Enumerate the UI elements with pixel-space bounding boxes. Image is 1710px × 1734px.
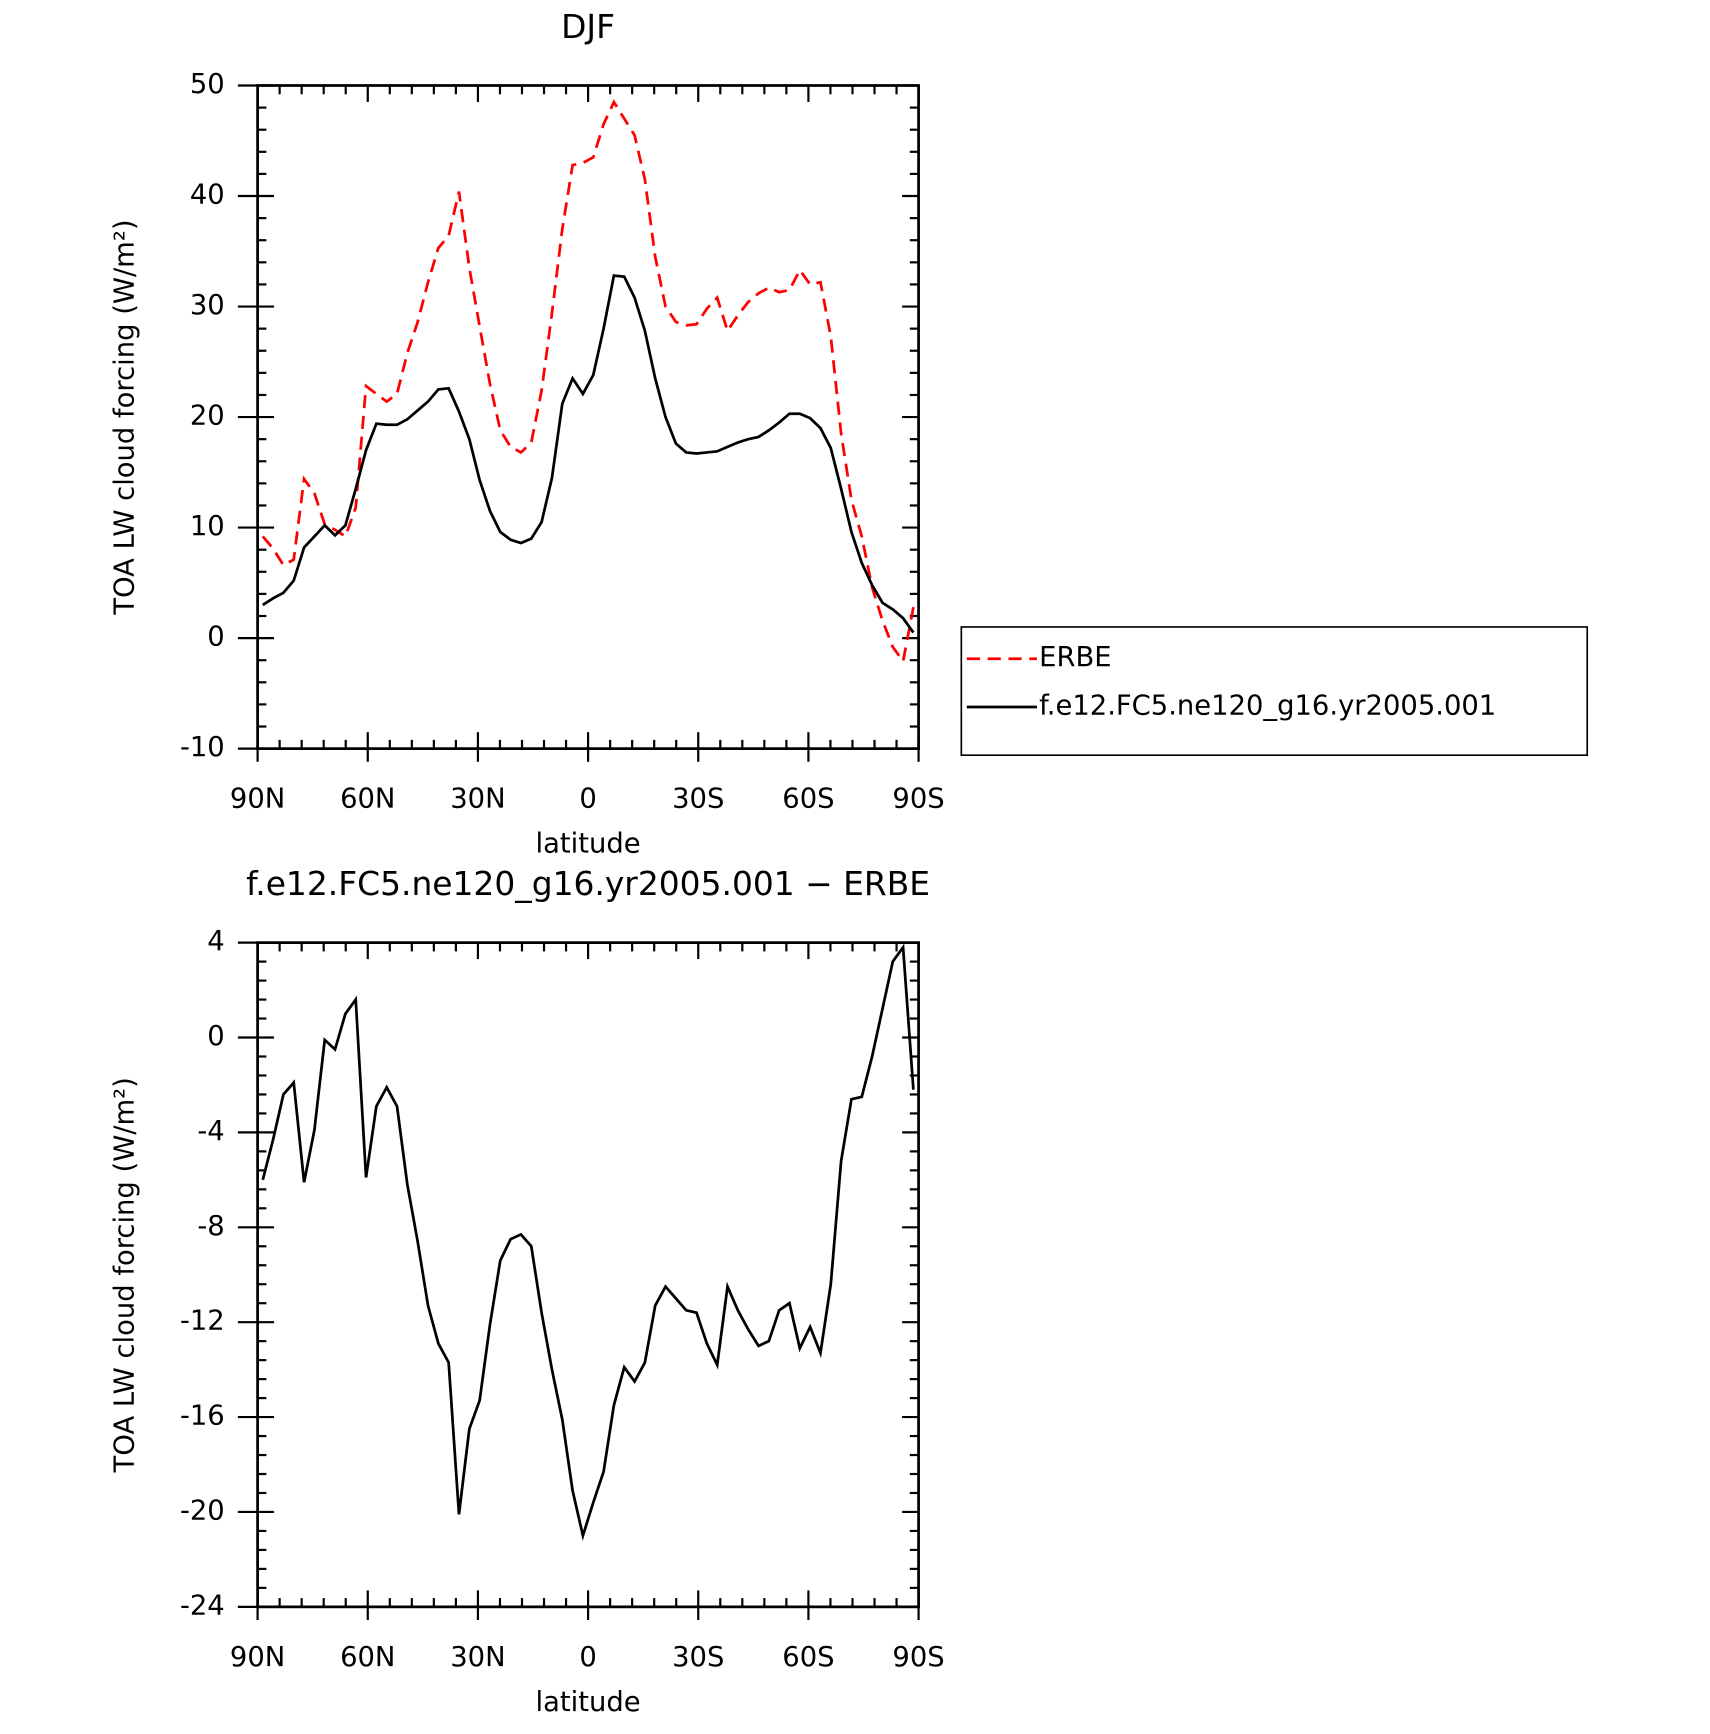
x-tick-label: 30N — [450, 1642, 505, 1673]
data-line — [261, 943, 915, 1541]
x-tick-label: 90S — [892, 1642, 944, 1673]
y-tick-label: 50 — [190, 69, 225, 100]
plot-frame — [256, 84, 920, 750]
y-tick-label: 4 — [207, 926, 224, 957]
y-tick-label: 0 — [207, 622, 224, 653]
y-tick-label: -16 — [180, 1401, 225, 1432]
x-tick-label: 60S — [782, 1642, 834, 1673]
y-tick-label: -8 — [197, 1211, 224, 1242]
y-tick-label: -20 — [180, 1495, 225, 1526]
y-tick-label: 30 — [190, 290, 225, 321]
x-axis-label: latitude — [536, 1687, 641, 1718]
chart-title: DJF — [561, 7, 615, 46]
x-tick-label: 60N — [340, 1642, 395, 1673]
y-tick-label: -4 — [197, 1116, 224, 1147]
data-line — [262, 274, 915, 634]
x-tick-label: 0 — [579, 1642, 596, 1673]
chart-title: f.e12.FC5.ne120_g16.yr2005.001 − ERBE — [246, 864, 930, 903]
x-tick-label: 30S — [672, 1642, 724, 1673]
y-tick-label: 10 — [190, 511, 225, 542]
plot-frame — [256, 941, 920, 1609]
y-tick-label: -10 — [180, 732, 225, 763]
y-axis-label: TOA LW cloud forcing (W/m²) — [110, 219, 141, 615]
y-tick-label: 0 — [207, 1021, 224, 1052]
x-tick-label: 90N — [230, 1642, 285, 1673]
x-axis-label: latitude — [536, 829, 641, 860]
x-tick-label: 0 — [579, 784, 596, 815]
x-tick-label: 90S — [892, 784, 944, 815]
x-tick-label: 60S — [782, 784, 834, 815]
y-tick-label: -24 — [180, 1590, 225, 1621]
y-axis-label: TOA LW cloud forcing (W/m²) — [110, 1077, 141, 1473]
data-line — [261, 99, 915, 665]
x-tick-label: 30N — [450, 784, 505, 815]
y-tick-label: 40 — [190, 180, 225, 211]
x-tick-label: 60N — [340, 784, 395, 815]
legend-label: ERBE — [1039, 642, 1111, 673]
y-tick-label: -12 — [180, 1306, 225, 1337]
y-tick-label: 20 — [190, 401, 225, 432]
legend-label: f.e12.FC5.ne120_g16.yr2005.001 — [1039, 690, 1496, 721]
legend-box — [960, 626, 1589, 757]
x-tick-label: 30S — [672, 784, 724, 815]
x-tick-label: 90N — [230, 784, 285, 815]
